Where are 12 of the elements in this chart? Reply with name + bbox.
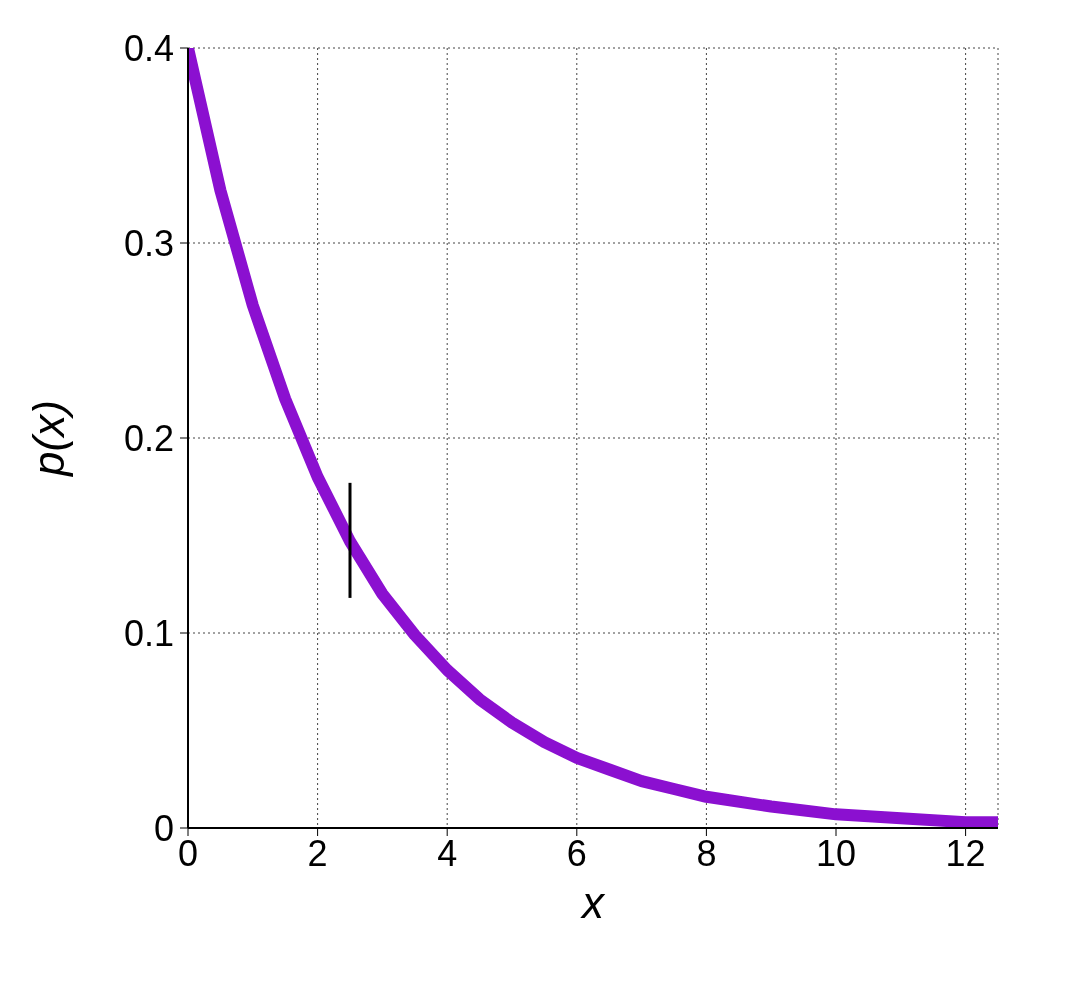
- y-tick-label: 0.3: [123, 222, 174, 264]
- y-tick-label: 0.4: [123, 27, 174, 69]
- x-tick-label: 10: [815, 832, 857, 874]
- x-tick-label: 6: [566, 832, 587, 874]
- x-axis-title: x: [580, 878, 606, 927]
- x-tick-label: 4: [437, 832, 458, 874]
- y-tick-label: 0.1: [123, 612, 174, 654]
- y-tick-label: 0.2: [123, 417, 174, 459]
- x-tick-label: 12: [945, 832, 986, 874]
- x-tick-label: 2: [307, 832, 328, 874]
- y-axis-title: p(x): [23, 400, 73, 478]
- x-tick-label: 8: [696, 832, 717, 874]
